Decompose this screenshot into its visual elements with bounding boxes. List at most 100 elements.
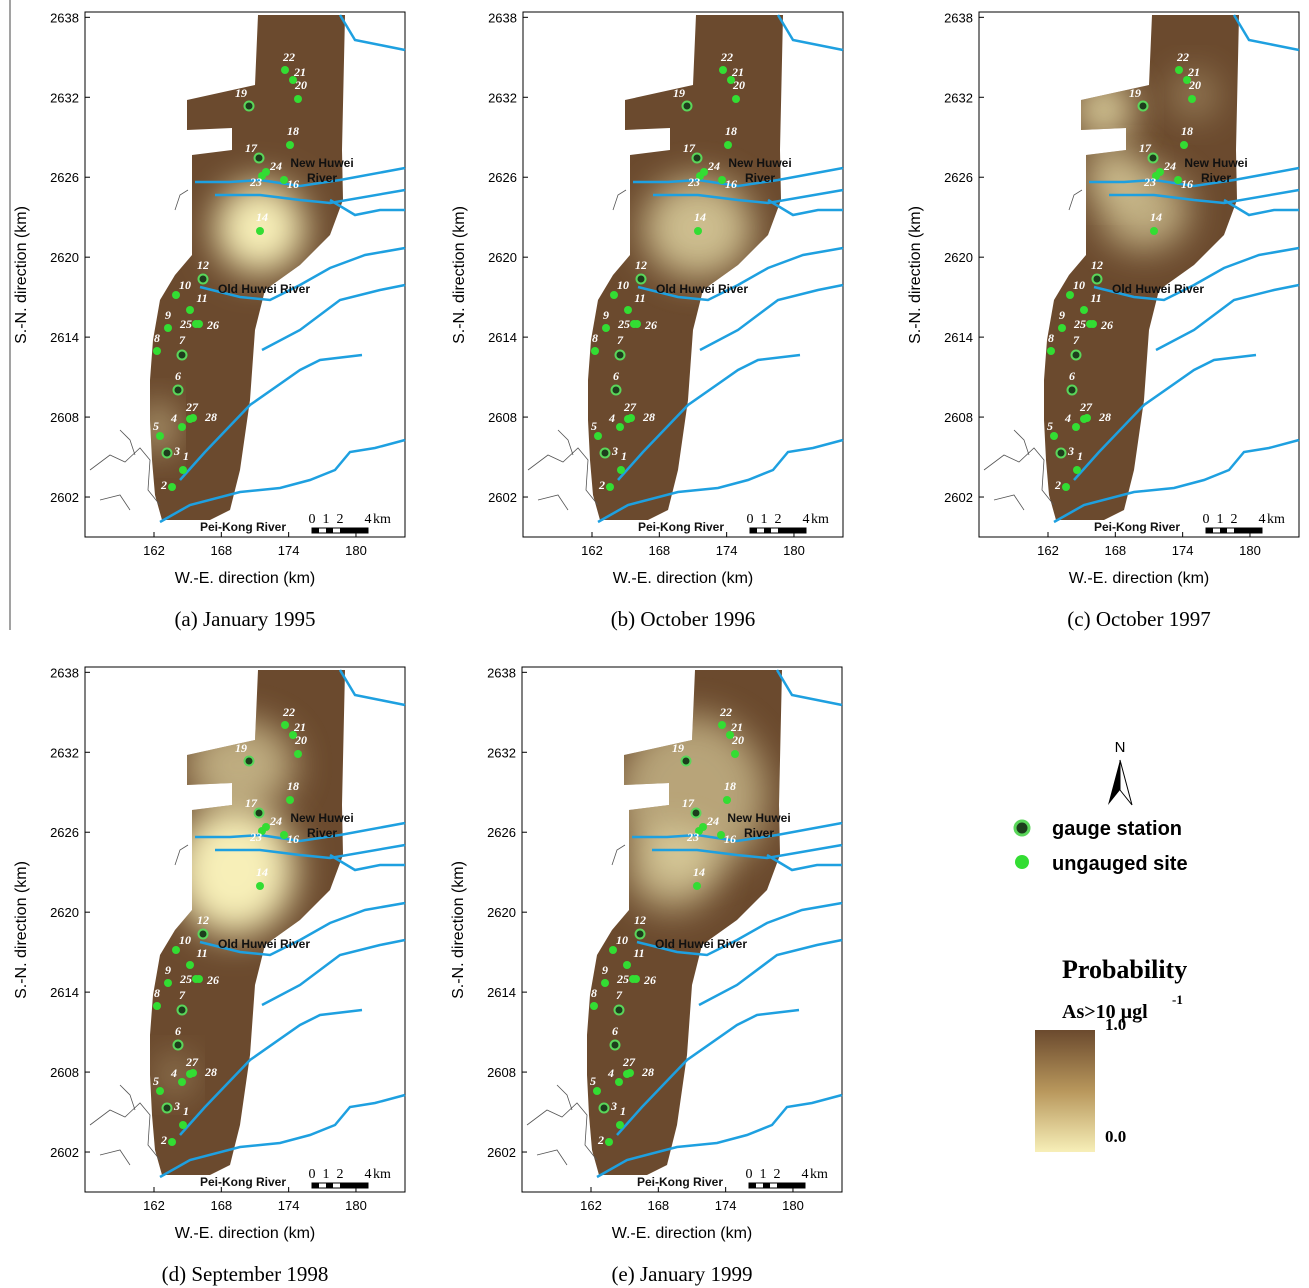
y-tick-label: 2632 (50, 745, 79, 760)
river (636, 901, 843, 957)
scale-bar (1220, 528, 1227, 533)
site-label: 2 (598, 478, 605, 492)
scale-label: 2 (774, 1167, 781, 1182)
site-label: 9 (603, 308, 609, 322)
site-label: 18 (287, 779, 299, 793)
ungauged-site (626, 1069, 634, 1077)
coastline (527, 447, 599, 506)
y-tick-label: 2638 (488, 10, 517, 25)
site-label: 17 (683, 141, 696, 155)
north-arrow (1119, 759, 1133, 806)
ungauged-site (1066, 291, 1074, 299)
site-label: 10 (179, 278, 191, 292)
scale-bar (1234, 528, 1262, 533)
ungauged-site (717, 831, 725, 839)
ungauged-site (280, 176, 288, 184)
ungauged-site (186, 306, 194, 314)
ungauged-site (153, 1002, 161, 1010)
river-label: New Huwei (727, 811, 790, 825)
x-axis-label: W.-E. direction (km) (175, 1225, 315, 1242)
site-label: 16 (724, 832, 736, 846)
y-tick-label: 2626 (944, 170, 973, 185)
river (338, 14, 406, 52)
site-label: 9 (165, 308, 171, 322)
y-tick-label: 2620 (488, 250, 517, 265)
site-label: 22 (720, 50, 733, 64)
site-label: 5 (1047, 419, 1053, 433)
coastline (993, 494, 1025, 511)
site-label: 11 (1090, 291, 1101, 305)
river-label: New Huwei (290, 156, 353, 170)
river (776, 14, 844, 52)
scale-label: 4 (803, 512, 810, 527)
coastline (1068, 189, 1083, 211)
x-tick-label: 180 (345, 543, 367, 558)
scale-label: 0 (746, 1167, 753, 1182)
river (159, 438, 406, 524)
site-label: 16 (287, 832, 299, 846)
coastline (526, 1102, 598, 1161)
site-label: 21 (1187, 65, 1200, 79)
scale-unit: km (373, 1167, 391, 1182)
map-panel: 162 168 174 1802602260826142620262626322638… (907, 10, 1300, 631)
y-tick-label: 2614 (944, 330, 973, 345)
site-label: 24 (706, 814, 719, 828)
site-label: 1 (183, 449, 189, 463)
ungauged-site (178, 423, 186, 431)
ungauged-site (179, 1121, 187, 1129)
scale-label: 4 (1259, 512, 1266, 527)
coastline (983, 447, 1055, 506)
site-label: 6 (175, 369, 181, 383)
y-tick-label: 2632 (487, 745, 516, 760)
y-tick-label: 2626 (487, 825, 516, 840)
site-label: 10 (1073, 278, 1085, 292)
river (179, 353, 363, 481)
ungauged-site (594, 432, 602, 440)
site-label: 8 (592, 331, 598, 345)
gauge-station (1055, 447, 1067, 459)
scale-bar (764, 528, 771, 533)
scale-label: 1 (1217, 512, 1224, 527)
gauge-station (243, 755, 255, 767)
site-label: 6 (613, 369, 619, 383)
site-label: 6 (1069, 369, 1075, 383)
site-label: 23 (686, 830, 699, 844)
y-tick-label: 2614 (50, 330, 79, 345)
ungauged-site (593, 1087, 601, 1095)
site-label: 2 (597, 1133, 604, 1147)
ungauged-site (256, 882, 264, 890)
x-tick-label: 162 (580, 1198, 602, 1213)
river-label: Old Huwei River (218, 282, 310, 296)
river (633, 166, 844, 188)
x-tick-label: 174 (716, 543, 738, 558)
coastline (537, 494, 569, 511)
ungauged-site (178, 1078, 186, 1086)
river (199, 901, 406, 957)
river (1109, 188, 1300, 205)
low-probability-zone (1169, 70, 1219, 120)
site-label: 8 (591, 986, 597, 1000)
site-label: 20 (294, 733, 307, 747)
x-tick-label: 174 (278, 543, 300, 558)
ungauged-site (1180, 141, 1188, 149)
y-tick-label: 2614 (488, 330, 517, 345)
ungauged-site (1089, 320, 1097, 328)
ungauged-site (624, 306, 632, 314)
site-label: 20 (732, 78, 745, 92)
ungauged-site (719, 66, 727, 74)
site-label: 3 (610, 1099, 617, 1113)
y-tick-label: 2638 (487, 665, 516, 680)
scale-label: 0 (747, 512, 754, 527)
scale-label: 0 (1203, 512, 1210, 527)
river (199, 246, 406, 302)
site-label: 16 (287, 177, 299, 191)
coastline (556, 1084, 573, 1111)
ungauged-site (1175, 66, 1183, 74)
x-tick-label: 162 (143, 1198, 165, 1213)
scale-label: 4 (365, 512, 372, 527)
site-label: 27 (1079, 400, 1093, 414)
site-label: 11 (634, 291, 645, 305)
ungauged-site (256, 227, 264, 235)
river-label: Pei-Kong River (637, 1175, 723, 1189)
river (617, 353, 801, 481)
